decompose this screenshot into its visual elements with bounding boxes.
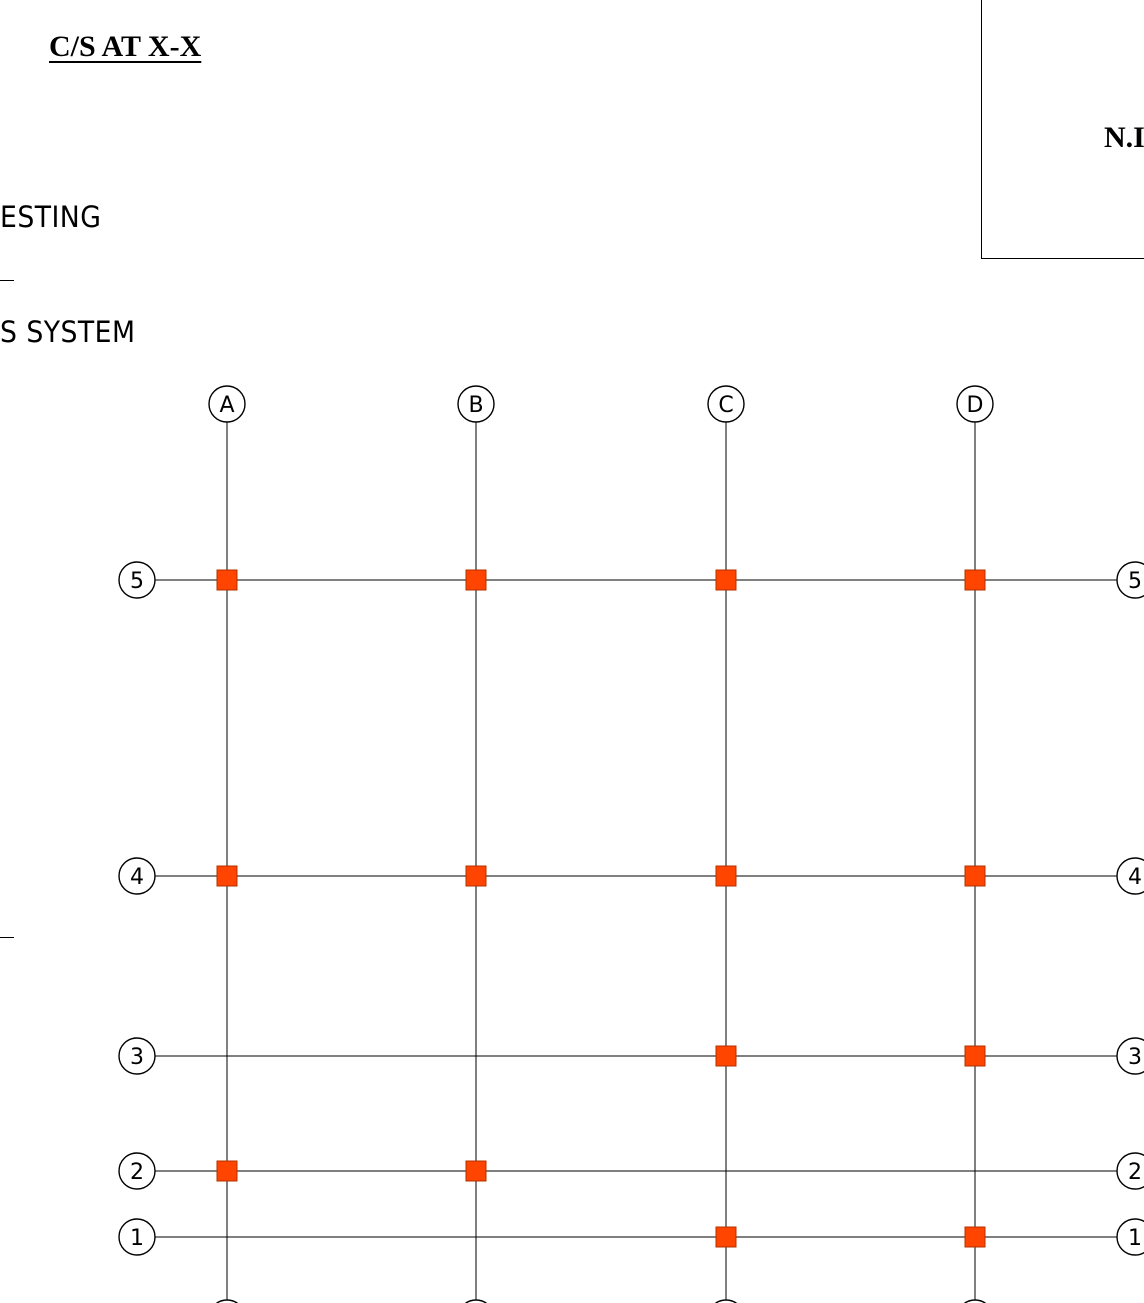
column-d4	[964, 865, 986, 887]
dash-mark-2	[0, 937, 14, 938]
grid-bubble-right-1-circle	[1116, 1218, 1144, 1256]
grid-bubble-left-4-label: 4	[130, 865, 144, 890]
grid-bubble-left-2-label: 2	[130, 1160, 144, 1185]
grid-bubble-bottom-b-circle	[464, 1299, 488, 1303]
column-d5	[964, 569, 986, 591]
grid-bubble-bottom-b: B	[464, 1299, 488, 1303]
grid-bubble-left-3-label: 3	[130, 1045, 144, 1070]
grid-bubble-bottom-c: C	[714, 1299, 738, 1303]
grid-bubble-right-2-circle	[1116, 1152, 1144, 1190]
column-a5	[216, 569, 238, 591]
grid-bubble-top-c: C	[707, 385, 745, 423]
grid-bubble-left-5-label: 5	[130, 569, 144, 594]
column-a2	[216, 1160, 238, 1182]
note-line-2: S SYSTEM	[0, 315, 136, 349]
grid-bubble-top-b-label: B	[468, 393, 483, 418]
grid-bubble-top-a: A	[208, 385, 246, 423]
grid-bubble-left-5-circle	[118, 561, 156, 599]
grid-bubble-top-d: D	[956, 385, 994, 423]
grid-bubble-left-2-circle	[118, 1152, 156, 1190]
grid-bubble-right-4-circle	[1116, 857, 1144, 895]
grid-bubble-left-4: 4	[118, 857, 156, 895]
column-c1	[715, 1226, 737, 1248]
grid-bubble-left-3: 3	[118, 1037, 156, 1075]
grid-bubble-right-4-label: 4	[1128, 865, 1142, 890]
column-c5	[715, 569, 737, 591]
column-b5	[465, 569, 487, 591]
grid-bubble-left-5: 5	[118, 561, 156, 599]
column-b4	[465, 865, 487, 887]
grid-bubble-top-b: B	[457, 385, 495, 423]
grid-bubble-right-3: 3	[1116, 1037, 1144, 1075]
grid-bubble-top-b-circle	[457, 385, 495, 423]
grid-bubble-left-1-circle	[118, 1218, 156, 1256]
title-block-text: N.I	[1104, 121, 1144, 154]
grid-bubble-bottom-d-circle	[963, 1299, 987, 1303]
grid-bubble-bottom-a-circle	[215, 1299, 239, 1303]
grid-bubble-top-d-label: D	[967, 393, 984, 418]
title-block: N.I	[981, 0, 1144, 259]
grid-bubble-bottom-c-circle	[714, 1299, 738, 1303]
grid-bubble-right-2: 2	[1116, 1152, 1144, 1190]
column-c4	[715, 865, 737, 887]
grid-bubble-left-1: 1	[118, 1218, 156, 1256]
grid-bubble-bottom-d: D	[963, 1299, 987, 1303]
grid-bubble-right-1-label: 1	[1128, 1226, 1142, 1251]
column-d1	[964, 1226, 986, 1248]
grid-bubble-top-c-label: C	[718, 393, 733, 418]
column-c3	[715, 1045, 737, 1067]
grid-bubble-right-1: 1	[1116, 1218, 1144, 1256]
grid-bubble-top-c-circle	[707, 385, 745, 423]
grid-bubble-left-1-label: 1	[130, 1226, 144, 1251]
column-a4	[216, 865, 238, 887]
grid-bubble-right-3-label: 3	[1128, 1045, 1142, 1070]
grid-bubble-right-5: 5	[1116, 561, 1144, 599]
grid-bubble-left-3-circle	[118, 1037, 156, 1075]
grid-bubble-top-a-label: A	[219, 393, 234, 418]
drawing-title: C/S AT X-X	[49, 30, 202, 63]
grid-bubble-right-5-label: 5	[1128, 569, 1142, 594]
note-line-1: ESTING	[0, 200, 102, 234]
column-b2	[465, 1160, 487, 1182]
grid-bubble-right-5-circle	[1116, 561, 1144, 599]
column-d3	[964, 1045, 986, 1067]
grid-bubble-right-3-circle	[1116, 1037, 1144, 1075]
grid-bubble-top-a-circle	[208, 385, 246, 423]
grid-bubble-right-4: 4	[1116, 857, 1144, 895]
grid-bubble-left-4-circle	[118, 857, 156, 895]
grid-bubble-top-d-circle	[956, 385, 994, 423]
grid-bubble-right-2-label: 2	[1128, 1160, 1142, 1185]
grid-bubble-left-2: 2	[118, 1152, 156, 1190]
dash-mark-1	[0, 280, 14, 281]
grid-bubble-bottom-a: A	[215, 1299, 239, 1303]
